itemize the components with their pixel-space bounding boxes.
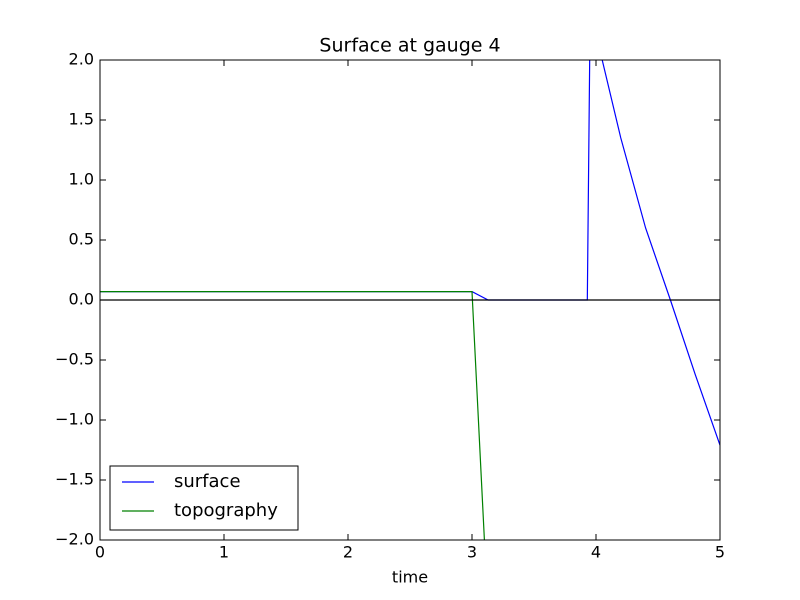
chart-title: Surface at gauge 4 — [319, 35, 500, 57]
x-tick-label: 0 — [95, 543, 105, 562]
legend-label: surface — [174, 471, 241, 492]
legend-box — [109, 465, 299, 531]
x-axis-label: time — [392, 568, 428, 587]
plot-area — [100, 60, 720, 540]
y-tick-label: 1.0 — [69, 170, 94, 189]
y-tick-label: −0.5 — [55, 350, 94, 369]
plot-frame — [99, 59, 721, 541]
x-tick-label: 1 — [219, 543, 229, 562]
y-tick-label: −2.0 — [55, 530, 94, 549]
series-line — [100, 60, 720, 446]
y-tick-label: 0.0 — [69, 290, 94, 309]
y-tick-label: 0.5 — [69, 230, 94, 249]
y-tick-label: −1.0 — [55, 410, 94, 429]
y-tick-label: 2.0 — [69, 50, 94, 69]
legend: surface topography — [109, 465, 299, 531]
series-line — [100, 291, 485, 540]
y-tick-label: −1.5 — [55, 470, 94, 489]
x-tick-label: 3 — [467, 543, 477, 562]
x-tick-label: 2 — [343, 543, 353, 562]
x-tick-label: 4 — [591, 543, 601, 562]
x-tick-label: 5 — [715, 543, 725, 562]
legend-label: topography — [174, 500, 278, 521]
y-tick-label: 1.5 — [69, 110, 94, 129]
